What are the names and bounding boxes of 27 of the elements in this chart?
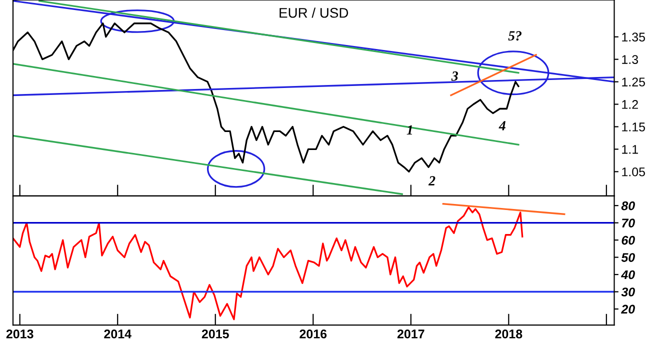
x-tick-label: 2015 xyxy=(202,330,229,338)
line-series xyxy=(13,206,524,320)
annotation: 4 xyxy=(498,121,506,130)
y-tick-label: 1.25 xyxy=(622,78,645,86)
y-tick-label: 20 xyxy=(621,304,635,314)
x-tick-label: 2014 xyxy=(104,330,132,338)
y-tick-label: 30 xyxy=(621,288,635,296)
chart-title: EUR / USD xyxy=(280,8,348,18)
x-tick-label: 2017 xyxy=(397,330,424,338)
y-tick-label: 1.15 xyxy=(622,122,645,132)
x-tick-label: 2016 xyxy=(300,330,327,338)
annotation: 5? xyxy=(508,31,522,41)
y-tick-label: 70 xyxy=(622,218,635,228)
x-tick-label: 2013 xyxy=(6,330,34,338)
annotation: 3 xyxy=(451,71,458,81)
y-tick-label: 60 xyxy=(622,236,635,245)
y-tick-label: 80 xyxy=(621,201,635,210)
y-tick-label: 1.3 xyxy=(622,55,638,64)
y-tick-label: 1.2 xyxy=(622,100,638,109)
y-tick-label: 50 xyxy=(621,253,635,262)
x-tick-label: 2018 xyxy=(495,330,522,338)
annotation: 2 xyxy=(428,176,436,186)
y-tick-label: 1.35 xyxy=(622,32,645,42)
y-tick-label: 1.1 xyxy=(622,145,638,154)
y-tick-label: 40 xyxy=(620,270,635,280)
y-tick-label: 1.05 xyxy=(622,167,645,176)
annotation: 1 xyxy=(406,125,412,135)
